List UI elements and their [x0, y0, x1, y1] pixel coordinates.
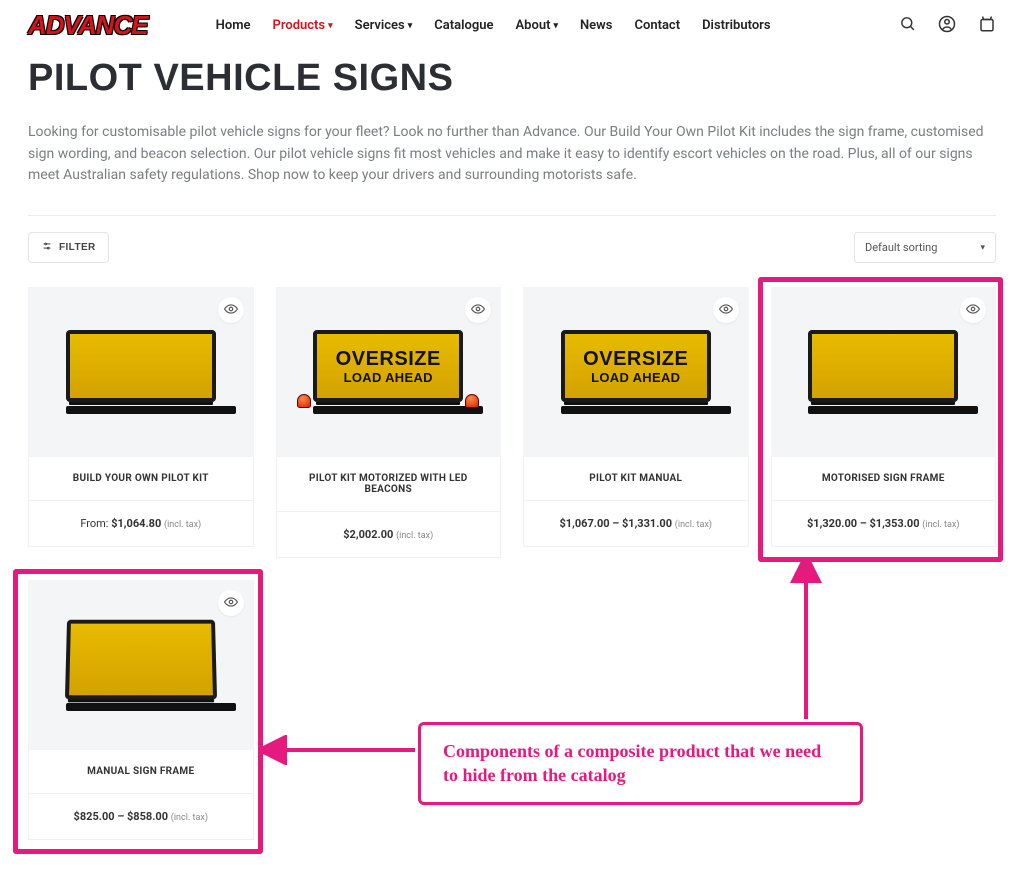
sign-line-1: OVERSIZE [336, 349, 441, 369]
price-value: $2,002.00 [343, 528, 393, 541]
catalog-toolbar: FILTER Default sorting ▾ [28, 232, 996, 263]
chevron-down-icon: ▾ [553, 21, 558, 31]
quickview-button[interactable] [465, 297, 491, 323]
main-nav: Home Products▾ Services▾ Catalogue About… [216, 18, 871, 33]
product-image: OVERSIZE LOAD AHEAD [523, 287, 749, 457]
product-title: PILOT KIT MOTORIZED WITH LED BEACONS [276, 457, 502, 512]
site-logo[interactable]: ADVANCE [28, 10, 148, 41]
eye-icon [224, 594, 238, 613]
product-image [771, 287, 997, 457]
nav-about[interactable]: About▾ [515, 18, 558, 33]
page-description: Looking for customisable pilot vehicle s… [28, 122, 996, 187]
beacon-icon [465, 394, 479, 408]
product-card[interactable]: BUILD YOUR OWN PILOT KIT From: $1,064.80… [28, 287, 254, 558]
price-value: $1,320.00 – $1,353.00 [807, 517, 920, 530]
nav-label: Distributors [702, 18, 770, 33]
nav-news[interactable]: News [580, 18, 612, 33]
filter-icon [41, 241, 53, 254]
sign-line-2: LOAD AHEAD [591, 371, 680, 384]
beacon-icon [297, 394, 311, 408]
divider [28, 215, 996, 216]
chevron-down-icon: ▾ [408, 21, 413, 31]
tax-suffix: (incl. tax) [675, 520, 712, 530]
product-price: $1,067.00 – $1,331.00 (incl. tax) [523, 501, 749, 547]
quickview-button[interactable] [218, 297, 244, 323]
sign-line-2: LOAD AHEAD [344, 371, 433, 384]
annotation-callout: Components of a composite product that w… [418, 722, 863, 805]
nav-label: Contact [634, 18, 680, 33]
product-image [28, 580, 254, 750]
filter-button[interactable]: FILTER [28, 232, 109, 263]
nav-label: Home [216, 18, 251, 33]
price-prefix: From: [80, 517, 111, 530]
account-icon[interactable] [938, 15, 956, 37]
nav-home[interactable]: Home [216, 18, 251, 33]
tax-suffix: (incl. tax) [922, 520, 959, 530]
product-title: PILOT KIT MANUAL [523, 457, 749, 501]
product-price: $825.00 – $858.00 (incl. tax) [28, 794, 254, 840]
eye-icon [719, 301, 733, 320]
price-value: $825.00 – $858.00 [74, 810, 169, 823]
quickview-button[interactable] [960, 297, 986, 323]
nav-distributors[interactable]: Distributors [702, 18, 770, 33]
tax-suffix: (incl. tax) [396, 531, 433, 541]
product-title: BUILD YOUR OWN PILOT KIT [28, 457, 254, 501]
sign-line-1: OVERSIZE [583, 349, 688, 369]
sort-label: Default sorting [865, 241, 937, 254]
product-title: MOTORISED SIGN FRAME [771, 457, 997, 501]
cart-icon[interactable] [978, 15, 996, 37]
product-price: $2,002.00 (incl. tax) [276, 512, 502, 558]
product-price: $1,320.00 – $1,353.00 (incl. tax) [771, 501, 997, 547]
product-image: OVERSIZE LOAD AHEAD [276, 287, 502, 457]
header-actions [899, 15, 996, 37]
nav-label: Catalogue [434, 18, 493, 33]
nav-label: Products [273, 18, 326, 33]
product-card[interactable]: MANUAL SIGN FRAME $825.00 – $858.00 (inc… [28, 580, 254, 840]
page-container: PILOT VEHICLE SIGNS Looking for customis… [0, 57, 1024, 880]
search-icon[interactable] [899, 15, 916, 36]
price-value: $1,067.00 – $1,331.00 [560, 517, 673, 530]
product-image [28, 287, 254, 457]
product-price: From: $1,064.80 (incl. tax) [28, 501, 254, 547]
nav-label: News [580, 18, 612, 33]
page-title: PILOT VEHICLE SIGNS [28, 57, 996, 100]
product-card[interactable]: OVERSIZE LOAD AHEAD PILOT KIT MOTORIZED … [276, 287, 502, 558]
tax-suffix: (incl. tax) [171, 813, 208, 823]
tax-suffix: (incl. tax) [164, 520, 201, 530]
eye-icon [966, 301, 980, 320]
product-card[interactable]: OVERSIZE LOAD AHEAD PILOT KIT MANUAL $1,… [523, 287, 749, 558]
quickview-button[interactable] [218, 590, 244, 616]
chevron-down-icon: ▾ [328, 21, 333, 31]
filter-label: FILTER [59, 242, 96, 253]
product-card[interactable]: MOTORISED SIGN FRAME $1,320.00 – $1,353.… [771, 287, 997, 558]
nav-label: About [515, 18, 550, 33]
nav-catalogue[interactable]: Catalogue [434, 18, 493, 33]
annotation-text: Components of a composite product that w… [443, 741, 821, 785]
sort-select[interactable]: Default sorting ▾ [854, 232, 996, 263]
product-grid-wrapper: BUILD YOUR OWN PILOT KIT From: $1,064.80… [28, 287, 996, 840]
nav-contact[interactable]: Contact [634, 18, 680, 33]
eye-icon [224, 301, 238, 320]
nav-products[interactable]: Products▾ [273, 18, 333, 33]
site-header: ADVANCE Home Products▾ Services▾ Catalog… [0, 0, 1024, 51]
quickview-button[interactable] [713, 297, 739, 323]
nav-label: Services [355, 18, 405, 33]
nav-services[interactable]: Services▾ [355, 18, 413, 33]
chevron-down-icon: ▾ [980, 243, 985, 253]
price-value: $1,064.80 [111, 517, 161, 530]
eye-icon [471, 301, 485, 320]
product-title: MANUAL SIGN FRAME [28, 750, 254, 794]
